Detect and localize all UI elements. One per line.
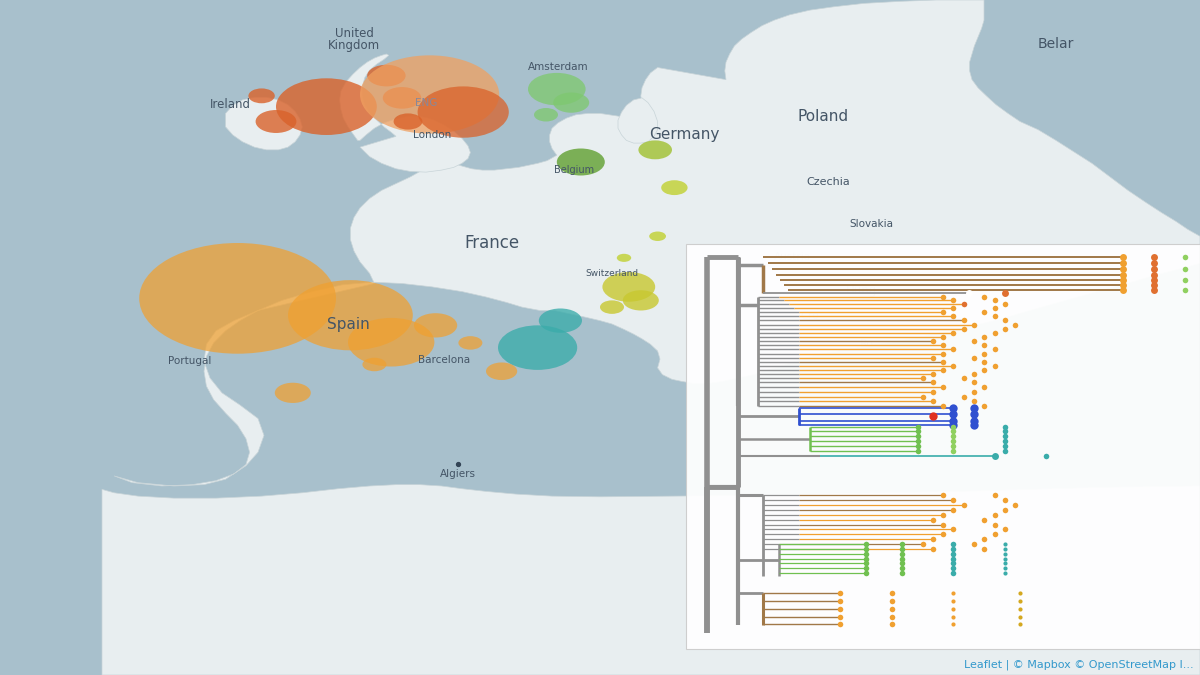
Polygon shape [340,54,470,172]
Text: Algiers: Algiers [440,469,476,479]
Bar [686,244,1200,649]
Text: Leaflet | © Mapbox © OpenStreetMap I...: Leaflet | © Mapbox © OpenStreetMap I... [965,659,1194,670]
Circle shape [600,300,624,314]
Circle shape [362,358,386,371]
Circle shape [528,73,586,105]
Text: Spain: Spain [326,317,370,331]
Circle shape [139,243,336,354]
Circle shape [418,86,509,138]
Circle shape [539,308,582,333]
Text: Ireland: Ireland [210,98,251,111]
Polygon shape [102,485,1200,675]
Text: Germany: Germany [649,128,719,142]
Circle shape [498,325,577,370]
Text: ENG: ENG [415,98,437,107]
Text: Kingdom: Kingdom [328,39,380,53]
Circle shape [617,254,631,262]
Circle shape [534,108,558,122]
Circle shape [383,87,421,109]
Polygon shape [226,97,302,150]
Circle shape [367,65,406,86]
Circle shape [623,290,659,310]
Circle shape [602,272,655,302]
Circle shape [414,313,457,338]
Circle shape [360,55,499,134]
Text: Portugal: Portugal [168,356,211,366]
Text: Cro: Cro [800,311,820,321]
Circle shape [256,110,296,133]
Circle shape [394,113,422,130]
Circle shape [348,318,434,367]
Circle shape [458,336,482,350]
Text: United: United [335,27,373,40]
Text: London: London [413,130,451,140]
Circle shape [276,78,377,135]
Text: Hung: Hung [846,284,877,297]
Circle shape [248,88,275,103]
Circle shape [275,383,311,403]
Circle shape [638,140,672,159]
Text: Slovakia: Slovakia [850,219,893,229]
Circle shape [649,232,666,241]
Text: Austria: Austria [774,252,810,261]
Circle shape [661,180,688,195]
Polygon shape [618,98,658,143]
Circle shape [486,362,517,380]
Text: Belar: Belar [1038,37,1074,51]
Text: Switzerland: Switzerland [586,269,638,278]
Circle shape [553,92,589,113]
Text: Poland: Poland [798,109,848,124]
Text: Barcelona: Barcelona [418,355,470,364]
Text: Amsterdam: Amsterdam [528,63,588,72]
Polygon shape [114,0,1200,486]
Circle shape [288,280,413,350]
Circle shape [557,148,605,176]
Text: Ro: Ro [859,340,874,349]
Text: Czechia: Czechia [806,178,850,187]
Text: France: France [464,234,520,252]
Text: Belgium: Belgium [553,165,594,175]
